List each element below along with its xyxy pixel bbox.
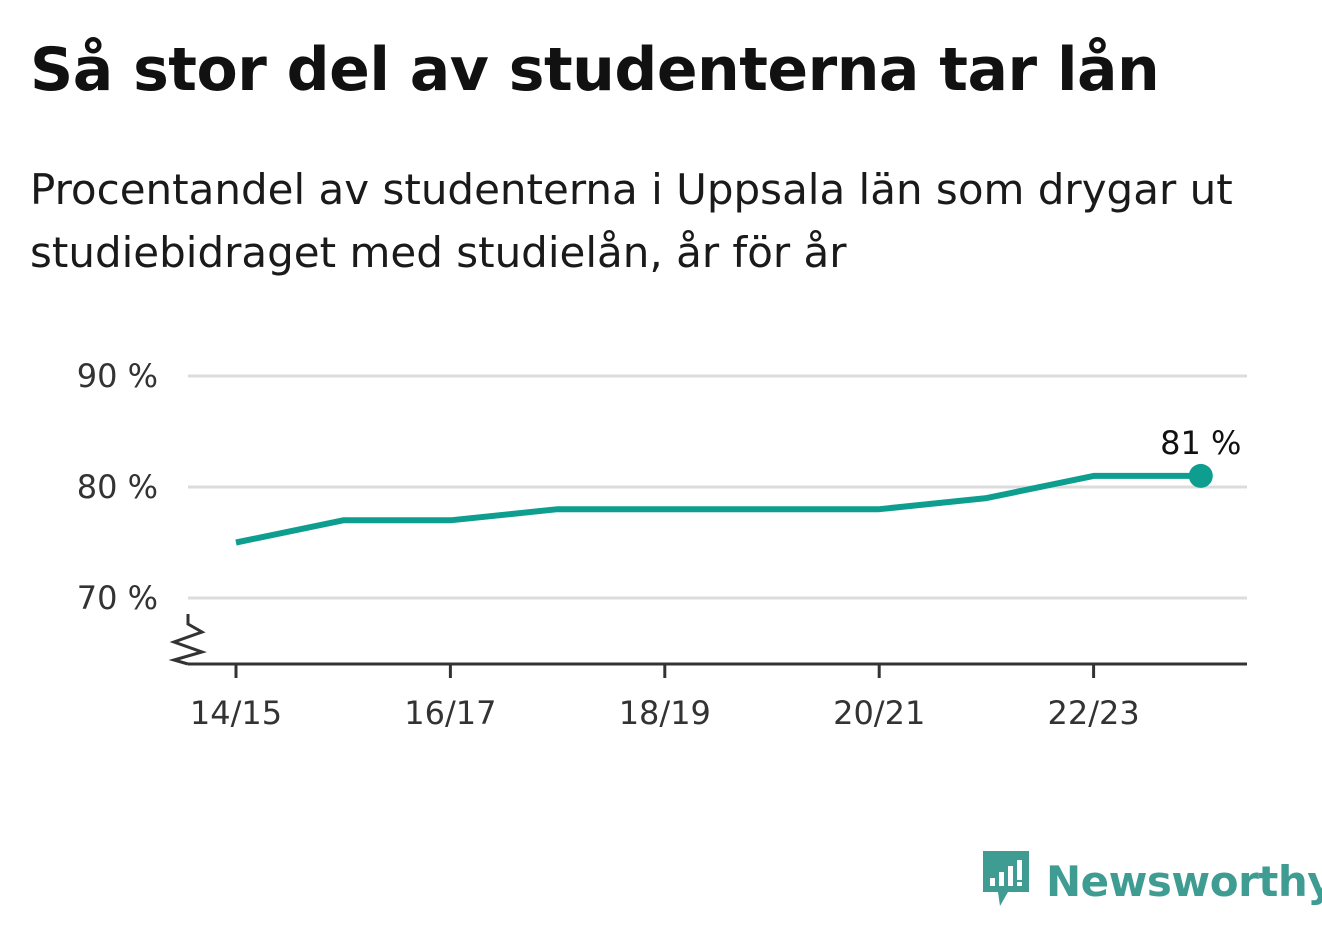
x-tick-label: 16/17 xyxy=(404,694,496,732)
y-tick-label: 80 % xyxy=(77,468,158,506)
chart-title: Så stor del av studenterna tar lån xyxy=(30,35,1160,105)
x-tick-label: 22/23 xyxy=(1047,694,1139,732)
y-tick-label: 70 % xyxy=(77,579,158,617)
series-layer: 81 % xyxy=(235,424,1241,546)
chart-subtitle: Procentandel av studenterna i Uppsala lä… xyxy=(30,165,1233,277)
x-axis xyxy=(168,614,1247,666)
brand-logo: Newsworthy xyxy=(980,848,1322,914)
x-tick-label: 14/15 xyxy=(190,694,282,732)
end-value-label: 81 % xyxy=(1160,424,1241,462)
y-axis-ticks: 70 % 80 % 90 % xyxy=(77,357,158,617)
series-line xyxy=(235,472,1201,546)
brand-name: Newsworthy xyxy=(1046,856,1322,906)
x-axis-ticks: 14/15 16/17 18/19 20/21 22/23 xyxy=(190,664,1140,732)
newsworthy-logo-icon xyxy=(980,848,1038,914)
end-point xyxy=(1188,463,1213,488)
gridlines xyxy=(188,374,1247,600)
x-tick-label: 18/19 xyxy=(619,694,711,732)
x-tick-label: 20/21 xyxy=(833,694,925,732)
y-tick-label: 90 % xyxy=(77,357,158,395)
axis-break-icon xyxy=(168,614,207,666)
